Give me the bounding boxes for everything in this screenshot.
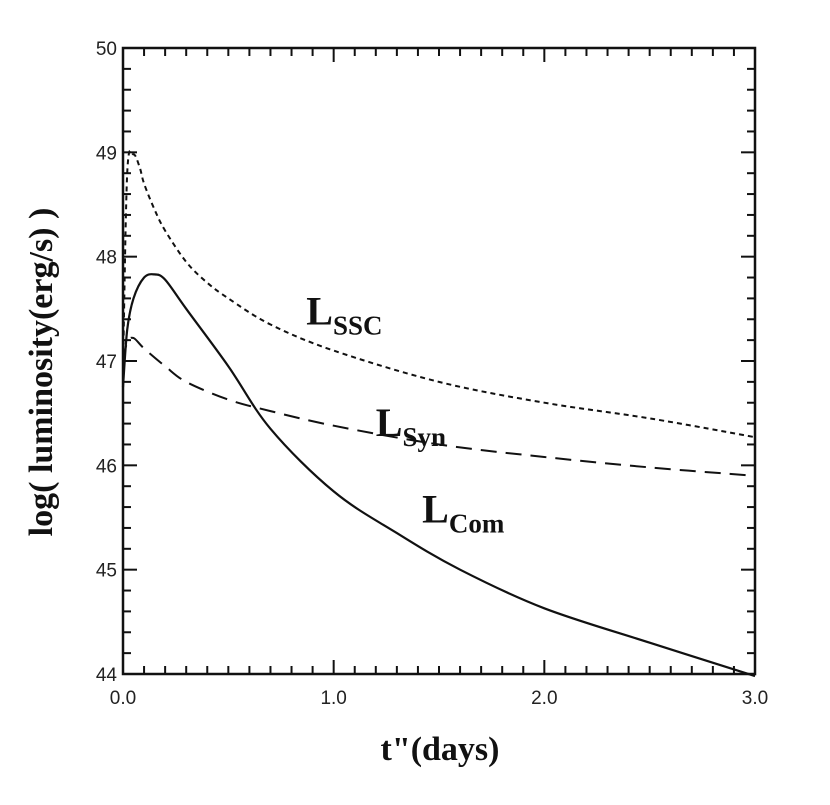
tick-labels: 0.0 1.0 2.0 3.0 44 45 46 47 48 49 50 <box>96 39 768 709</box>
y-axis-title: log( luminosity(erg/s) ) <box>23 208 60 537</box>
series-com-line <box>121 273 756 678</box>
y-tick-label: 44 <box>96 665 118 686</box>
y-tick-label: 48 <box>96 248 117 269</box>
curve-label-main: L <box>306 288 333 333</box>
x-tick-label: 0.0 <box>110 688 136 709</box>
x-axis-title: t"(days) <box>381 731 500 768</box>
curve-label-main: L <box>422 487 449 532</box>
y-tick-label: 47 <box>96 352 117 373</box>
series-ssc-line <box>122 149 756 439</box>
y-tick-label: 50 <box>96 39 117 60</box>
plot-frame <box>121 46 757 676</box>
tick-marks <box>122 47 756 675</box>
curve-label-sub: Syn <box>402 422 446 452</box>
curves <box>121 149 756 678</box>
curve-label-sub: SSC <box>333 310 383 340</box>
curve-label-sub: Com <box>449 509 505 539</box>
y-tick-label: 46 <box>96 456 117 477</box>
series-syn-line <box>122 336 756 477</box>
curve-label-syn: LSyn <box>376 400 446 452</box>
curve-label-com: LCom <box>422 487 505 539</box>
curve-label-ssc: LSSC <box>306 288 382 340</box>
x-tick-label: 3.0 <box>742 688 768 709</box>
x-tick-label: 1.0 <box>320 688 346 709</box>
y-tick-label: 45 <box>96 561 117 582</box>
y-tick-label: 49 <box>96 143 117 164</box>
x-tick-label: 2.0 <box>531 688 557 709</box>
curve-label-main: L <box>376 400 403 445</box>
